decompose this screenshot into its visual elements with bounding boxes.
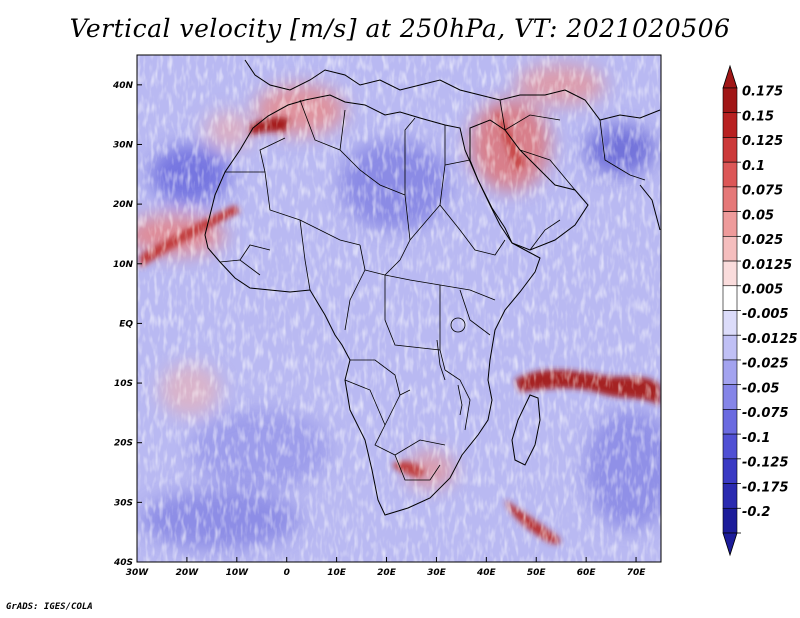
colorbar-label: -0.2: [742, 505, 770, 520]
colorbar-swatch: [722, 507, 738, 534]
velocity-field: [137, 55, 661, 562]
colorbar-label: 0.05: [742, 208, 774, 223]
colorbar-label: 0.0125: [742, 258, 792, 273]
lat-tick-label: 20S: [114, 439, 133, 449]
lon-tick-label: 20W: [176, 568, 200, 578]
lat-tick-label: 10N: [113, 260, 134, 270]
colorbar-label: -0.05: [742, 381, 779, 396]
lat-tick-label: 20N: [113, 200, 134, 210]
lat-tick-label: 10S: [114, 379, 133, 389]
colorbar-label: -0.175: [742, 480, 789, 495]
colorbar-swatch: [722, 112, 738, 138]
colorbar-label: -0.1: [742, 431, 770, 446]
colorbar-swatch: [722, 211, 738, 237]
colorbar-bottom-arrow: [722, 532, 738, 557]
colorbar-swatch: [722, 384, 738, 410]
lon-tick-label: 0: [284, 568, 290, 578]
colorbar-label: 0.005: [742, 282, 783, 297]
colorbar-swatch: [722, 285, 738, 311]
colorbar-swatch: [722, 137, 738, 163]
colorbar-swatch: [722, 334, 738, 361]
colorbar-swatch: [722, 458, 738, 484]
colorbar-swatch: [722, 359, 738, 385]
colorbar-label: -0.0125: [742, 332, 798, 347]
arabia-coastline: [469, 119, 589, 251]
colorbar-swatch: [722, 409, 738, 435]
lon-tick-label: 50E: [527, 568, 547, 578]
colorbar-label: -0.075: [742, 406, 789, 421]
longitude-axis: 30W 20W 10W 0 10E 20E 30E 40E 50E 60E 70E: [126, 557, 646, 578]
latitude-axis: 40N 30N 20N 10N EQ 10S 20S 30S 40S: [112, 81, 142, 568]
lon-tick-label: 10W: [226, 568, 250, 578]
colorbar-label: -0.005: [742, 307, 789, 322]
asia-coastline: [564, 89, 661, 121]
lat-tick-label: 30N: [113, 140, 134, 150]
india-coastline: [639, 184, 661, 231]
plot-title: Vertical velocity [m/s] at 250hPa, VT: 2…: [69, 14, 731, 43]
africa-coastline: [204, 94, 541, 516]
lon-tick-label: 10E: [327, 568, 347, 578]
lon-tick-label: 70E: [627, 568, 647, 578]
lake-victoria: [450, 317, 466, 333]
colorbar-top-arrow: [722, 64, 738, 89]
map-frame: [136, 54, 662, 563]
colorbar-label: 0.025: [742, 233, 783, 248]
colorbar-label: 0.175: [742, 85, 783, 100]
grads-credit: GrADS: IGES/COLA: [6, 602, 93, 612]
lat-tick-label: 40N: [112, 81, 134, 91]
lon-tick-label: 40E: [476, 568, 497, 578]
colorbar: 0.175 0.15 0.125 0.1 0.075 0.05 0.025 0.0125 0.0…: [722, 64, 798, 557]
colorbar-label: -0.125: [742, 456, 789, 471]
colorbar-swatch: [722, 236, 738, 262]
colorbar-label: 0.15: [742, 109, 774, 124]
colorbar-swatch: [722, 161, 738, 188]
lat-tick-label: EQ: [119, 319, 133, 329]
colorbar-label: 0.125: [742, 134, 783, 149]
colorbar-swatch: [722, 310, 738, 336]
colorbar-label: 0.075: [742, 184, 783, 199]
lat-tick-label: 30S: [114, 498, 133, 508]
field-texture: [137, 55, 661, 562]
madagascar-coastline: [511, 394, 541, 466]
colorbar-swatch: [722, 87, 738, 114]
europe-coastline: [244, 59, 566, 101]
lon-tick-label: 20E: [377, 568, 397, 578]
colorbar-swatch: [722, 483, 738, 509]
lon-tick-label: 30E: [427, 568, 447, 578]
coastlines: [204, 59, 661, 516]
colorbar-label: -0.025: [742, 357, 789, 372]
colorbar-swatch: [722, 433, 738, 460]
lon-tick-label: 30W: [126, 568, 150, 578]
lat-tick-label: 40S: [113, 558, 133, 568]
lon-tick-label: 60E: [577, 568, 597, 578]
colorbar-swatch: [722, 260, 738, 287]
country-borders: [219, 99, 646, 481]
colorbar-swatch: [722, 186, 738, 212]
lake-tanganyika: [436, 339, 446, 381]
colorbar-label: 0.1: [742, 159, 765, 174]
lake-malawi: [457, 384, 463, 416]
